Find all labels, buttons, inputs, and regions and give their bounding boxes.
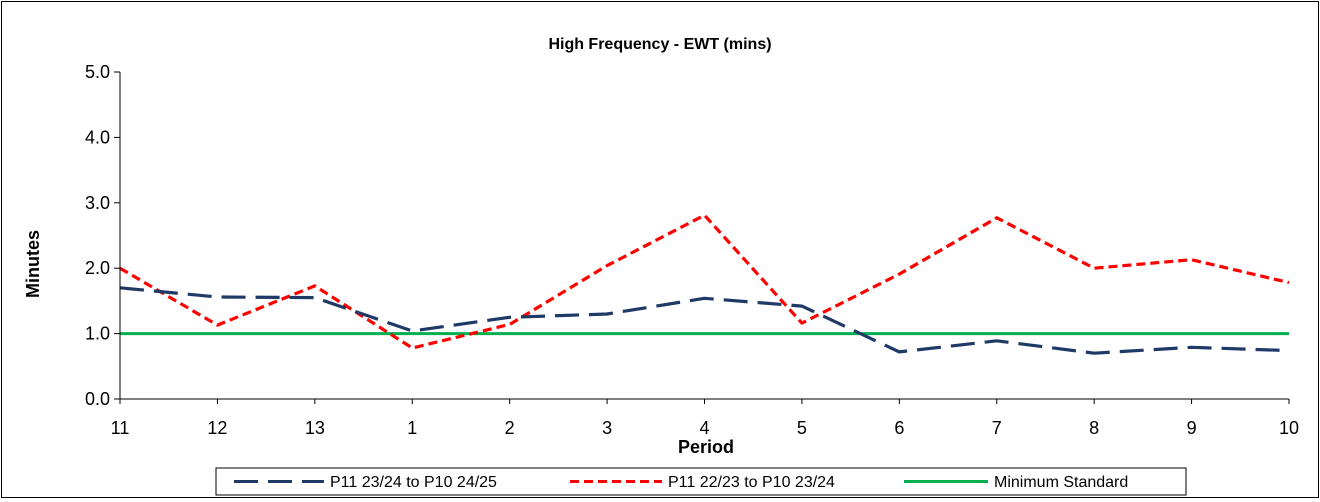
legend-label-1: P11 23/24 to P10 24/25 — [330, 474, 497, 491]
x-tick-label: 6 — [894, 418, 904, 438]
chart-legend: P11 23/24 to P10 24/25 P11 22/23 to P10 2… — [215, 467, 1187, 496]
x-axis-ticks: 11 12 13 1 2 3 4 5 6 7 8 9 10 — [111, 399, 1299, 438]
x-tick-label: 1 — [407, 418, 417, 438]
series-layer — [119, 213, 1290, 355]
chart-title: High Frequency - EWT (mins) — [548, 36, 771, 53]
y-axis-ticks: 0.0 1.0 2.0 3.0 4.0 5.0 — [85, 62, 120, 409]
x-tick-label: 2 — [505, 418, 515, 438]
x-tick-label: 8 — [1089, 418, 1099, 438]
series-line-1 — [119, 286, 1290, 355]
x-tick-label: 13 — [305, 418, 325, 438]
x-tick-label: 7 — [992, 418, 1002, 438]
x-tick-label: 12 — [207, 418, 227, 438]
legend-box — [215, 467, 1187, 496]
x-tick-label: 10 — [1279, 418, 1299, 438]
y-tick-label: 4.0 — [85, 127, 110, 147]
y-tick-label: 1.0 — [85, 324, 110, 344]
y-tick-label: 2.0 — [85, 258, 110, 278]
y-tick-label: 3.0 — [85, 193, 110, 213]
x-tick-label: 5 — [797, 418, 807, 438]
legend-label-2: P11 22/23 to P10 23/24 — [668, 474, 835, 491]
x-axis-title: Period — [678, 437, 734, 457]
series-line-2 — [119, 213, 1290, 350]
y-axis-title: Minutes — [23, 230, 43, 298]
y-tick-label: 5.0 — [85, 62, 110, 82]
x-tick-label: 9 — [1187, 418, 1197, 438]
x-tick-label: 11 — [111, 418, 130, 438]
legend-label-3: Minimum Standard — [994, 474, 1128, 491]
y-tick-label: 0.0 — [85, 389, 110, 409]
x-tick-label: 4 — [699, 418, 709, 438]
x-tick-label: 3 — [602, 418, 612, 438]
